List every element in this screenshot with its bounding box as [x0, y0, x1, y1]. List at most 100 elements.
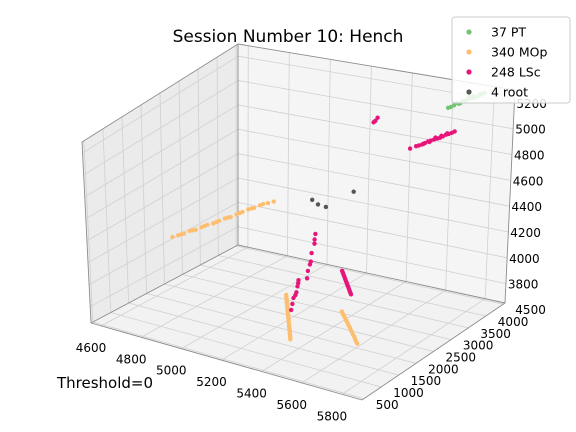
z-tick-label: 3800: [508, 278, 539, 292]
legend-label: 4 root: [491, 85, 528, 100]
data-point: [285, 309, 291, 314]
data-point: [293, 292, 298, 298]
data-point: [237, 210, 242, 216]
grid-y-left: [102, 128, 112, 313]
grid-y-floor: [110, 312, 382, 388]
series-3: [310, 189, 356, 210]
data-point: [348, 290, 353, 295]
data-point: [345, 283, 350, 289]
grid-y-floor: [218, 255, 486, 317]
data-point: [345, 320, 350, 326]
edge-left-top: [81, 43, 239, 143]
grid-y-left: [159, 92, 165, 285]
data-point: [340, 311, 345, 317]
grid-z-back: [237, 153, 510, 207]
x-tick-label: 5800: [317, 409, 348, 423]
x-tick-label: 5000: [156, 364, 187, 378]
data-point: [312, 241, 317, 246]
y-tick-label: 500: [376, 398, 399, 412]
legend-marker: [466, 29, 472, 35]
grid-z-back: [237, 80, 514, 130]
data-point: [305, 268, 311, 274]
grid-y-left: [83, 140, 94, 323]
y-tick-label: 2000: [428, 362, 459, 376]
data-point: [286, 321, 292, 327]
legend-label: 340 MOp: [491, 45, 547, 60]
data-point: [421, 141, 426, 146]
data-point: [352, 334, 357, 339]
grid-z-back: [237, 104, 513, 155]
grid-y-floor: [146, 293, 417, 364]
y-axis-line: [361, 302, 506, 401]
z-axis-line: [504, 89, 516, 304]
z-tick-label: 4600: [513, 174, 544, 188]
data-point: [285, 303, 290, 308]
data-point: [341, 273, 347, 278]
grid-y-floor: [164, 283, 434, 352]
grid-x-back: [287, 52, 290, 256]
y-tick-label: 3500: [480, 327, 511, 341]
grid-z-back: [237, 226, 506, 285]
grid-z-left: [83, 80, 239, 176]
grid-z-left: [84, 104, 239, 198]
grid-y-floor: [128, 302, 399, 376]
legend-marker: [466, 69, 472, 75]
grid-y-floor: [236, 245, 504, 305]
data-point: [416, 143, 422, 148]
data-point: [287, 327, 292, 333]
data-point: [433, 135, 438, 140]
data-point: [290, 301, 295, 307]
data-point: [286, 315, 291, 321]
grid-x-back: [484, 86, 495, 299]
x-tick-label: 4800: [116, 352, 147, 366]
z-tick-label: 5000: [515, 123, 546, 137]
pane-floor: [91, 245, 505, 400]
grid-x-back: [405, 72, 413, 282]
grid-z-left: [82, 55, 239, 154]
data-point: [344, 280, 349, 285]
data-point: [346, 287, 352, 292]
grid-x-back: [366, 66, 372, 273]
x-axis-line: [90, 322, 363, 401]
legend-marker: [466, 89, 472, 95]
z-tick-label: 4200: [510, 226, 541, 240]
data-point: [289, 307, 294, 313]
data-point: [347, 325, 352, 330]
data-point: [265, 200, 271, 206]
grid-z-back: [237, 128, 511, 181]
data-point: [407, 146, 413, 151]
data-point: [179, 232, 184, 237]
pane-left: [82, 44, 238, 323]
grid-y-floor: [182, 274, 452, 341]
data-point: [439, 133, 444, 138]
y-tick-label: 3000: [463, 339, 494, 353]
grid-z-back: [237, 201, 508, 259]
series-2: [289, 115, 457, 313]
x-tick-label: 5200: [196, 375, 227, 389]
tick-labels: 4600480050005200540056005800500100015002…: [76, 97, 547, 423]
data-point: [225, 215, 231, 220]
chart-title: Session Number 10: Hench: [173, 27, 404, 47]
grid-z-back: [237, 177, 509, 233]
data-point: [375, 115, 380, 120]
data-point: [340, 270, 345, 275]
grid-y-left: [178, 81, 183, 275]
grid-y-floor: [92, 321, 364, 400]
edge-floor-back: [237, 244, 506, 304]
data-point: [452, 129, 457, 134]
threshold-annotation: Threshold=0: [56, 374, 153, 392]
z-tick-label: 4800: [514, 149, 545, 163]
data-point: [427, 139, 432, 145]
data-point: [261, 201, 266, 207]
data-point: [309, 250, 314, 256]
grid-y-left: [121, 116, 130, 304]
series-1: [170, 199, 360, 346]
y-tick-label: 1500: [411, 374, 442, 388]
data-point: [249, 206, 254, 211]
legend-label: 37 PT: [491, 25, 526, 40]
data-point: [284, 297, 289, 302]
y-tick-label: 1000: [393, 386, 424, 400]
z-tick-label: 4400: [512, 200, 543, 214]
data-point: [353, 339, 359, 344]
